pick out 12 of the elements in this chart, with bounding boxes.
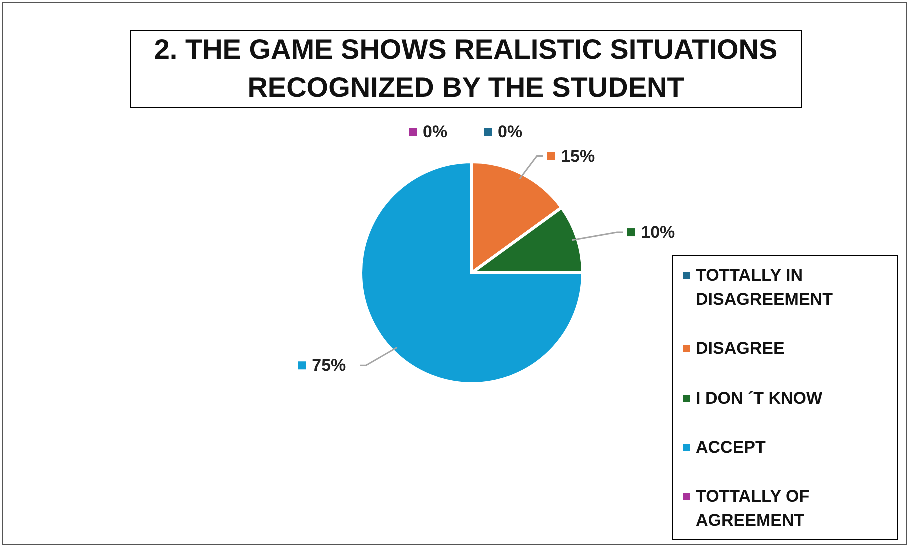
legend-label: I DON ´T KNOW <box>696 388 823 410</box>
text: 0% <box>498 122 523 142</box>
data-label: 10% <box>641 223 676 242</box>
data-label: 75% <box>312 356 346 376</box>
legend-label: TOTTALLY OF AGREEMENT <box>696 486 811 532</box>
data-label: 15% <box>561 146 596 166</box>
pie-slice <box>360 160 584 386</box>
text: 0% <box>423 122 448 142</box>
legend-label: DISAGREE <box>696 338 785 360</box>
legend-label: ACCEPT <box>696 436 766 459</box>
legend-label: TOTTALLY IN DISAGREEMENT <box>696 265 834 311</box>
chart-title: 2. THE GAME SHOWS REALISTIC SITUATIONS RECOGNIZED BY THE STUDENT <box>130 30 802 108</box>
